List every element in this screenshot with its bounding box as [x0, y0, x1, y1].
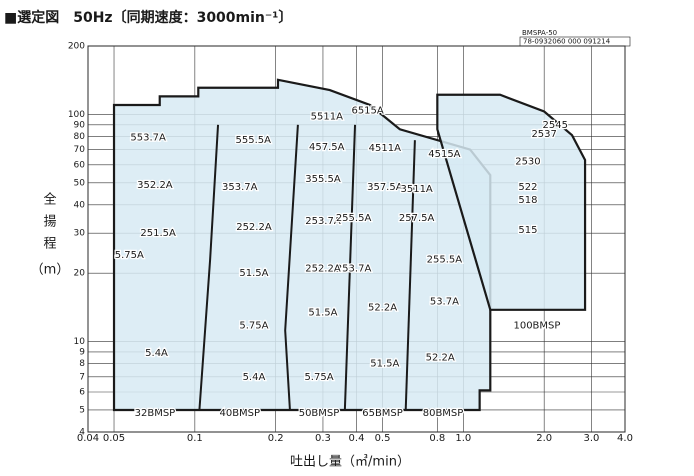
region-label: 4511A [369, 143, 401, 154]
x-tick-label: 0.04 [77, 433, 99, 444]
y-tick-label: 5 [79, 405, 85, 415]
x-tick-label: 0.05 [103, 433, 125, 444]
region-label: 50BMSP [299, 408, 340, 419]
region-label: 51.5A [239, 268, 268, 279]
x-tick-label: 0.3 [315, 433, 331, 444]
region-label: 32BMSP [135, 408, 176, 419]
region-label: 2530 [515, 157, 540, 168]
x-tick-label: 2.0 [536, 433, 552, 444]
region-label: 5.75A [239, 320, 268, 331]
y-tick-label: 60 [74, 160, 86, 170]
y-tick-label: 50 [74, 178, 86, 188]
region-label: 52.2A [426, 353, 455, 364]
y-tick-label: 100 [68, 110, 85, 120]
region-label: 5511A [311, 111, 343, 122]
y-tick-label: 80 [74, 132, 86, 142]
region-label: 3511A [400, 184, 432, 195]
divider [343, 124, 357, 411]
region-label: 65BMSP [362, 408, 403, 419]
y-tick-label: 200 [68, 42, 85, 52]
model-code: BMSPA-50 [522, 29, 557, 37]
region [436, 93, 587, 311]
y-tick-label: 10 [74, 337, 86, 347]
region-label: 555.5A [236, 135, 272, 146]
region-label: 100BMSP [513, 320, 560, 331]
region-label: 518 [518, 195, 537, 206]
x-tick-label: 1.0 [455, 433, 471, 444]
region-label: 352.2A [137, 180, 173, 191]
region-label: 4515A [428, 149, 460, 160]
y-tick-label: 20 [74, 269, 86, 279]
region-label: 457.5A [309, 142, 345, 153]
region-label: 255.5A [336, 213, 372, 224]
region-label: 353.7A [222, 182, 258, 193]
region-label: 5.4A [243, 372, 266, 383]
y-tick-label: 90 [74, 120, 86, 130]
region-label: 53.7A [430, 297, 459, 308]
region-label: 52.2A [368, 303, 397, 314]
region-label: 257.5A [399, 213, 435, 224]
x-tick-label: 0.5 [375, 433, 391, 444]
region-label: 6515A [351, 106, 383, 117]
region-label: 2537 [531, 129, 556, 140]
y-tick-label: 8 [79, 359, 85, 369]
region-label: 5.4A [145, 348, 168, 359]
region-label: 5.75A [304, 372, 333, 383]
region [112, 78, 492, 412]
region-label: 357.5A [367, 182, 403, 193]
y-tick-label: 6 [79, 387, 85, 397]
region-label: 515 [518, 225, 537, 236]
y-label: 揚 [43, 214, 56, 230]
doc-number: 78-0932060 000 091214 [523, 38, 611, 46]
region-label: 252.2A [305, 263, 341, 274]
region-label: 5.75A [115, 250, 144, 261]
region-label: 80BMSP [423, 408, 464, 419]
x-tick-label: 0.8 [429, 433, 445, 444]
divider [404, 140, 416, 411]
y-tick-label: 4 [79, 428, 85, 438]
region-label: 253.7A [305, 216, 341, 227]
region-label: 40BMSP [219, 408, 260, 419]
chart-title: ■選定図 50Hz〔同期速度：3000min⁻¹〕 [4, 9, 292, 26]
y-label: 程 [43, 237, 56, 252]
region-label: 255.5A [427, 254, 463, 265]
x-tick-label: 0.1 [187, 433, 203, 444]
x-tick-label: 0.4 [349, 433, 365, 444]
x-tick-label: 0.2 [268, 433, 284, 444]
y-label: 全 [43, 192, 56, 208]
region-label: 522 [518, 182, 537, 193]
y-tick-label: 30 [74, 229, 86, 239]
region-label: 51.5A [370, 359, 399, 370]
region-label: 251.5A [140, 228, 176, 239]
y-tick-label: 70 [74, 145, 86, 155]
y-tick-label: 40 [74, 200, 86, 210]
y-tick-label: 7 [79, 372, 85, 382]
region-label: 355.5A [305, 174, 341, 185]
region-label: 253.7A [336, 263, 372, 274]
plot: 553.7A 555.5A 5511A 6515A 457.5A 4511A 4515A 25… [112, 78, 587, 420]
divider [198, 124, 220, 411]
x-tick-label: 3.0 [584, 433, 600, 444]
divider [284, 124, 299, 411]
region-label: 553.7A [130, 133, 166, 144]
y-tick-label: 9 [79, 347, 85, 357]
region-label: 252.2A [236, 222, 272, 233]
region-label: 51.5A [308, 308, 337, 319]
x-tick-label: 4.0 [617, 433, 633, 444]
x-label: 吐出し量（㎥/min） [290, 455, 410, 470]
y-label: （m） [31, 263, 70, 278]
region-label: 2545 [543, 120, 568, 131]
